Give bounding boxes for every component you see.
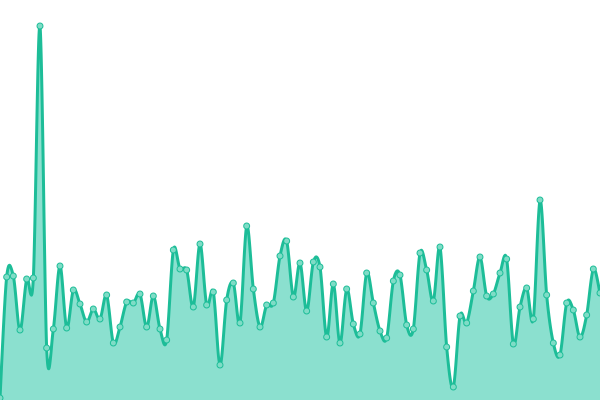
data-point-18 — [116, 323, 124, 331]
data-point-40 — [263, 301, 271, 309]
data-point-23 — [149, 292, 157, 300]
data-point-83 — [549, 339, 557, 347]
data-point-42 — [276, 252, 284, 260]
data-point-41 — [269, 299, 277, 307]
data-point-34 — [223, 296, 231, 304]
data-point-81 — [536, 196, 544, 204]
data-point-22 — [143, 323, 151, 331]
data-point-48 — [316, 263, 324, 271]
data-point-46 — [303, 307, 311, 315]
data-point-33 — [216, 361, 224, 369]
data-point-72 — [476, 253, 484, 261]
data-point-90 — [596, 289, 600, 297]
data-point-2 — [9, 272, 17, 280]
data-point-70 — [463, 319, 471, 327]
data-point-62 — [409, 325, 417, 333]
data-point-64 — [423, 266, 431, 274]
data-point-13 — [83, 318, 91, 326]
data-point-73 — [483, 292, 491, 300]
data-point-57 — [376, 327, 384, 335]
data-point-63 — [416, 249, 424, 257]
data-point-69 — [456, 312, 464, 320]
data-points — [0, 22, 600, 400]
data-point-25 — [163, 336, 171, 344]
data-point-84 — [556, 351, 564, 359]
data-point-74 — [489, 290, 497, 298]
data-point-47 — [309, 258, 317, 266]
data-point-50 — [329, 280, 337, 288]
data-point-35 — [229, 279, 237, 287]
data-point-87 — [576, 333, 584, 341]
data-point-56 — [369, 299, 377, 307]
data-point-15 — [96, 315, 104, 323]
data-point-19 — [123, 298, 131, 306]
data-point-0 — [0, 394, 4, 400]
data-point-30 — [196, 240, 204, 248]
data-point-60 — [396, 271, 404, 279]
data-point-10 — [63, 324, 71, 332]
data-point-21 — [136, 290, 144, 298]
data-point-79 — [523, 284, 531, 292]
data-point-67 — [443, 343, 451, 351]
data-point-75 — [496, 269, 504, 277]
data-point-53 — [349, 320, 357, 328]
area-fill — [0, 25, 600, 400]
data-point-16 — [103, 291, 111, 299]
data-point-86 — [569, 306, 577, 314]
data-point-3 — [16, 326, 24, 334]
data-point-43 — [283, 237, 291, 245]
data-point-29 — [189, 303, 197, 311]
data-point-1 — [3, 273, 11, 281]
data-point-44 — [289, 293, 297, 301]
data-point-6 — [36, 22, 44, 30]
data-point-20 — [129, 299, 137, 307]
data-point-82 — [543, 291, 551, 299]
data-point-14 — [89, 305, 97, 313]
data-point-32 — [209, 288, 217, 296]
data-point-31 — [203, 301, 211, 309]
data-point-65 — [429, 297, 437, 305]
data-point-17 — [109, 339, 117, 347]
data-point-8 — [49, 325, 57, 333]
data-point-68 — [449, 383, 457, 391]
data-point-36 — [236, 319, 244, 327]
data-point-61 — [403, 321, 411, 329]
data-point-54 — [356, 330, 364, 338]
data-point-37 — [243, 222, 251, 230]
data-point-76 — [503, 255, 511, 263]
data-point-4 — [23, 275, 31, 283]
data-point-80 — [529, 315, 537, 323]
data-point-39 — [256, 323, 264, 331]
data-point-71 — [469, 287, 477, 295]
data-point-77 — [509, 340, 517, 348]
data-point-88 — [583, 311, 591, 319]
data-point-52 — [343, 285, 351, 293]
data-point-49 — [323, 333, 331, 341]
data-point-7 — [43, 344, 51, 352]
data-point-27 — [176, 265, 184, 273]
data-point-85 — [563, 299, 571, 307]
data-point-12 — [76, 300, 84, 308]
data-point-28 — [183, 266, 191, 274]
data-point-58 — [383, 334, 391, 342]
data-point-89 — [589, 265, 597, 273]
data-point-45 — [296, 259, 304, 267]
data-point-59 — [389, 277, 397, 285]
data-point-11 — [69, 286, 77, 294]
data-point-9 — [56, 262, 64, 270]
data-point-5 — [29, 274, 37, 282]
data-point-38 — [249, 285, 257, 293]
data-point-26 — [169, 246, 177, 254]
data-point-78 — [516, 303, 524, 311]
data-point-51 — [336, 339, 344, 347]
data-point-66 — [436, 243, 444, 251]
data-point-24 — [156, 325, 164, 333]
data-point-55 — [363, 269, 371, 277]
